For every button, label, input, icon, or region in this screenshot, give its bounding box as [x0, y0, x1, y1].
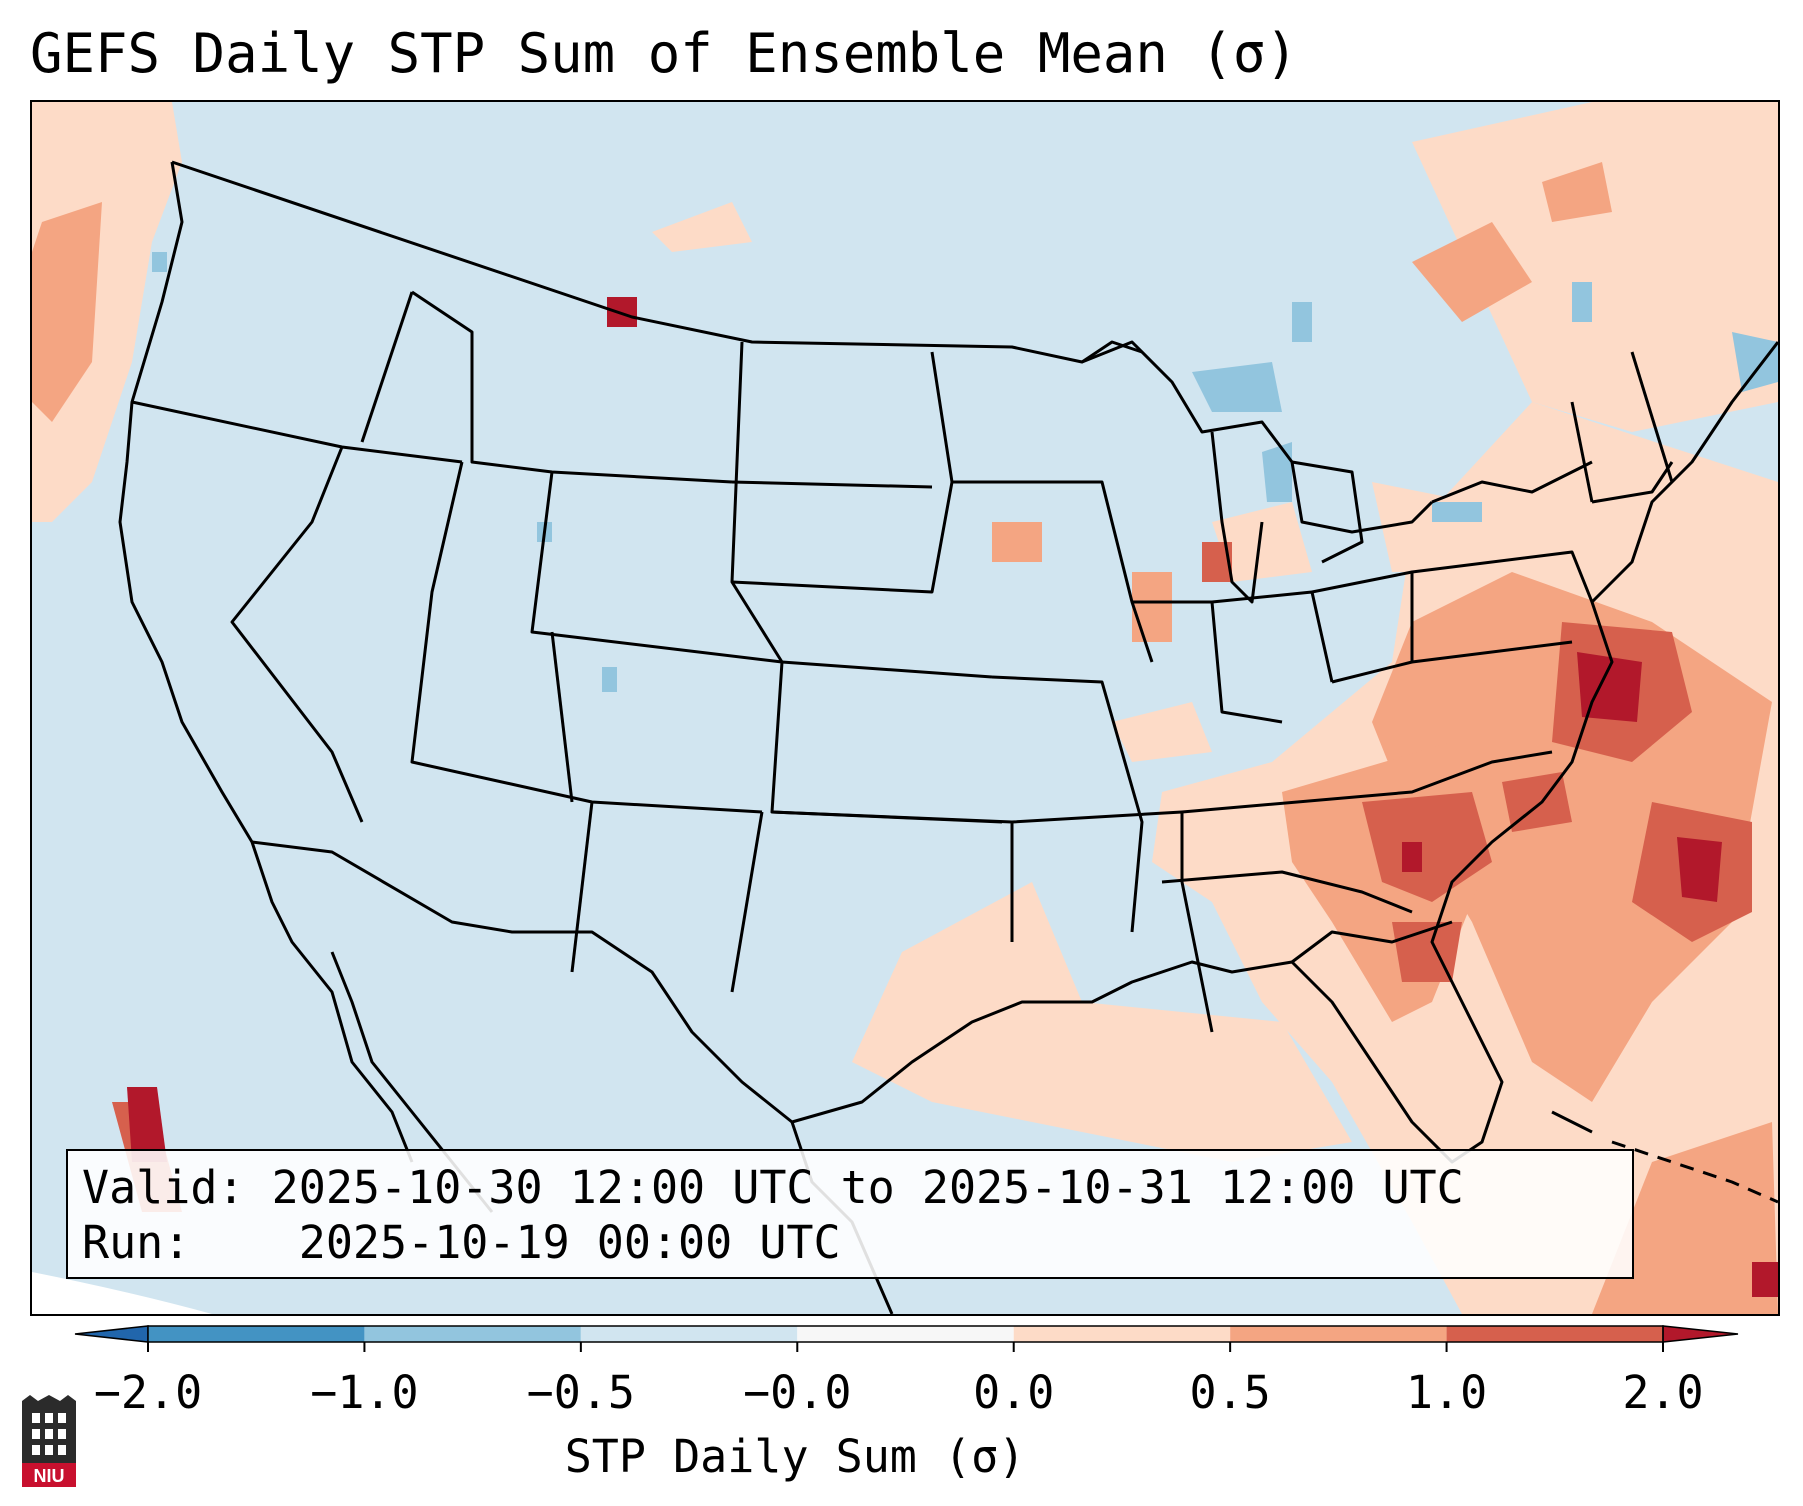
colorbar-cell — [580, 1326, 798, 1342]
colorbar-cell — [797, 1326, 1014, 1342]
colorbar-tick-label: 0.5 — [1189, 1366, 1271, 1419]
colorbar-tick-label: −0.5 — [526, 1366, 636, 1419]
colorbar-tick-label: −1.0 — [310, 1366, 419, 1419]
anomaly-field-negative — [152, 252, 1778, 692]
anomaly-field-darkest — [127, 297, 1778, 1297]
valid-label: Valid: — [82, 1161, 245, 1214]
colorbar-extend-low — [74, 1325, 149, 1343]
colorbar-tick-label: 0.0 — [973, 1366, 1055, 1419]
map-canvas — [32, 102, 1778, 1314]
valid-info-box: Valid: 2025-10-30 12:00 UTC to 2025-10-3… — [66, 1149, 1634, 1279]
colorbar-cell — [1013, 1326, 1231, 1342]
colorbar-tick-label: −2.0 — [93, 1366, 203, 1419]
page-title: GEFS Daily STP Sum of Ensemble Mean (σ) — [30, 22, 1298, 85]
svg-text:NIU: NIU — [34, 1466, 65, 1486]
colorbar-tick-label: −0.0 — [743, 1366, 852, 1419]
geography-borders — [118, 160, 1778, 1314]
projection-edge-left — [32, 1272, 212, 1314]
colorbar-cell — [1230, 1326, 1447, 1342]
colorbar-cell — [364, 1326, 581, 1342]
colorbar-tick-label: 1.0 — [1405, 1366, 1488, 1419]
run-label: Run: — [82, 1216, 191, 1269]
colorbar-cell — [1446, 1326, 1663, 1342]
colorbar-cell — [148, 1326, 365, 1342]
niu-logo: NIU — [22, 1395, 76, 1487]
valid-value: 2025-10-30 12:00 UTC to 2025-10-31 12:00… — [271, 1161, 1464, 1214]
map-panel — [30, 100, 1780, 1316]
colorbar — [74, 1325, 1739, 1352]
run-value: 2025-10-19 00:00 UTC — [298, 1216, 841, 1269]
colorbar-extend-high — [1662, 1325, 1739, 1343]
colorbar-tick-label: 2.0 — [1622, 1366, 1704, 1419]
colorbar-label: STP Daily Sum (σ) — [564, 1430, 1026, 1483]
